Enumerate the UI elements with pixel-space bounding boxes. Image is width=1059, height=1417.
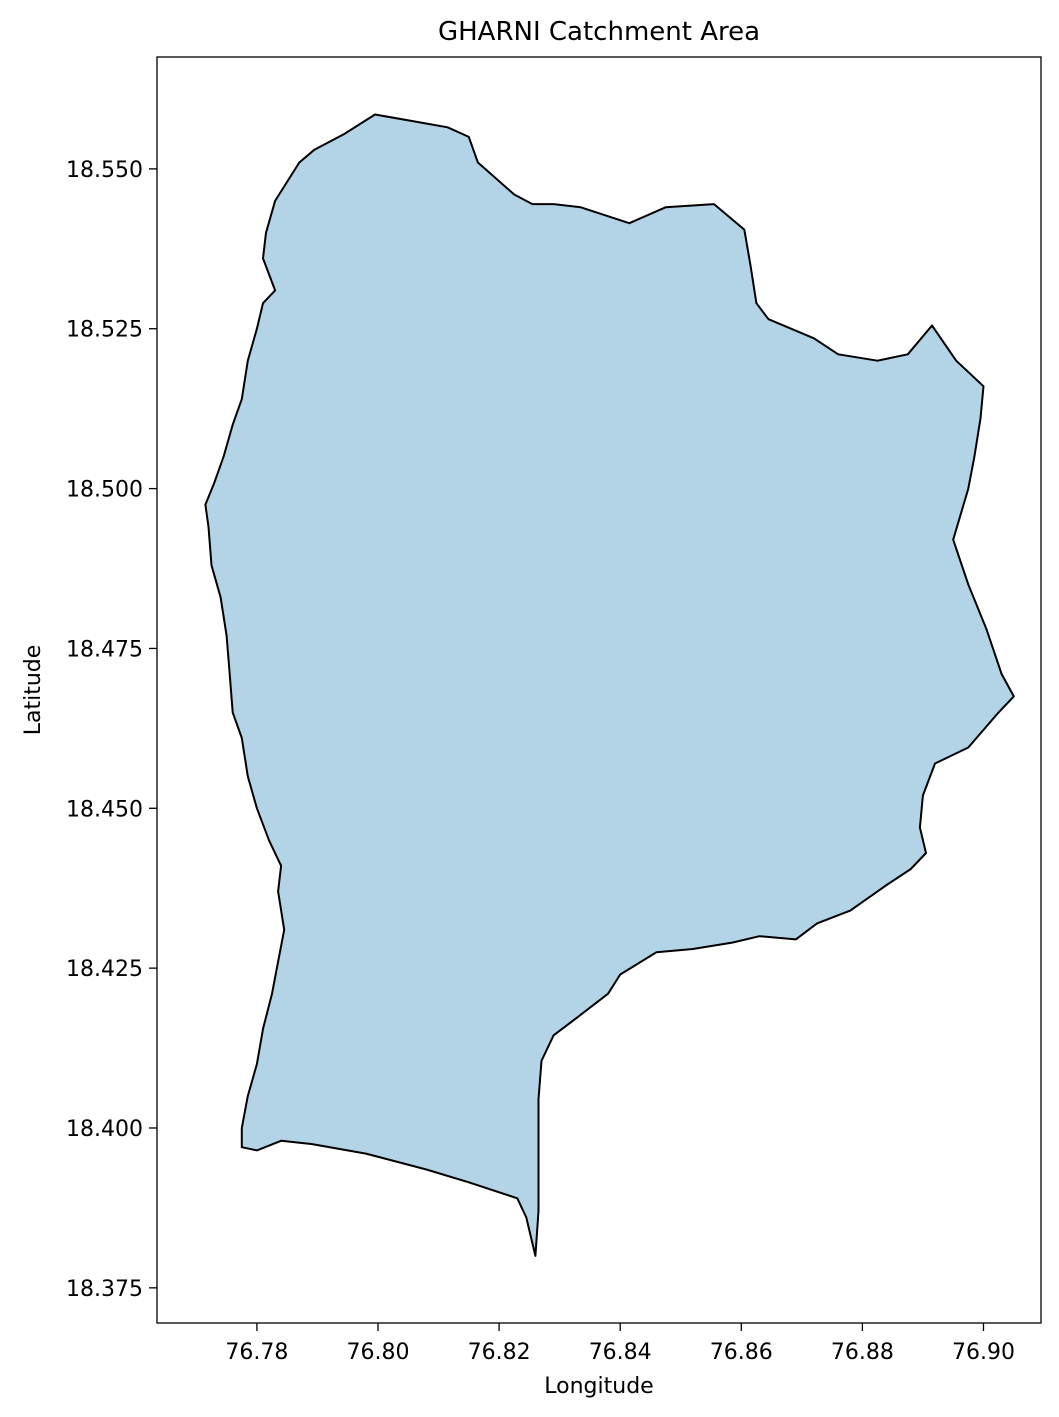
x-tick-label: 76.78 bbox=[225, 1340, 288, 1365]
x-axis-ticks: 76.78 76.80 76.82 76.84 76.86 76.88 76.90 bbox=[225, 1323, 1015, 1365]
x-tick-label: 76.84 bbox=[589, 1340, 652, 1365]
y-tick-label: 18.425 bbox=[66, 957, 143, 982]
y-axis-label: Latitude bbox=[21, 645, 46, 736]
x-tick-label: 76.88 bbox=[831, 1340, 894, 1365]
y-tick-label: 18.550 bbox=[66, 158, 143, 183]
x-axis-label: Longitude bbox=[544, 1374, 653, 1399]
map-title: GHARNI Catchment Area bbox=[438, 17, 760, 47]
x-tick-label: 76.82 bbox=[468, 1340, 531, 1365]
x-tick-label: 76.86 bbox=[710, 1340, 773, 1365]
x-tick-label: 76.90 bbox=[952, 1340, 1015, 1365]
y-tick-label: 18.500 bbox=[66, 478, 143, 503]
y-tick-label: 18.375 bbox=[66, 1277, 143, 1302]
x-tick-label: 76.80 bbox=[347, 1340, 410, 1365]
catchment-polygon bbox=[204, 113, 1015, 1257]
y-tick-label: 18.450 bbox=[66, 797, 143, 822]
y-tick-label: 18.400 bbox=[66, 1117, 143, 1142]
y-axis-ticks: 18.375 18.400 18.425 18.450 18.475 18.500 18.5… bbox=[66, 158, 157, 1302]
y-tick-label: 18.525 bbox=[66, 318, 143, 343]
y-tick-label: 18.475 bbox=[66, 637, 143, 662]
plot-frame bbox=[156, 56, 1042, 1324]
